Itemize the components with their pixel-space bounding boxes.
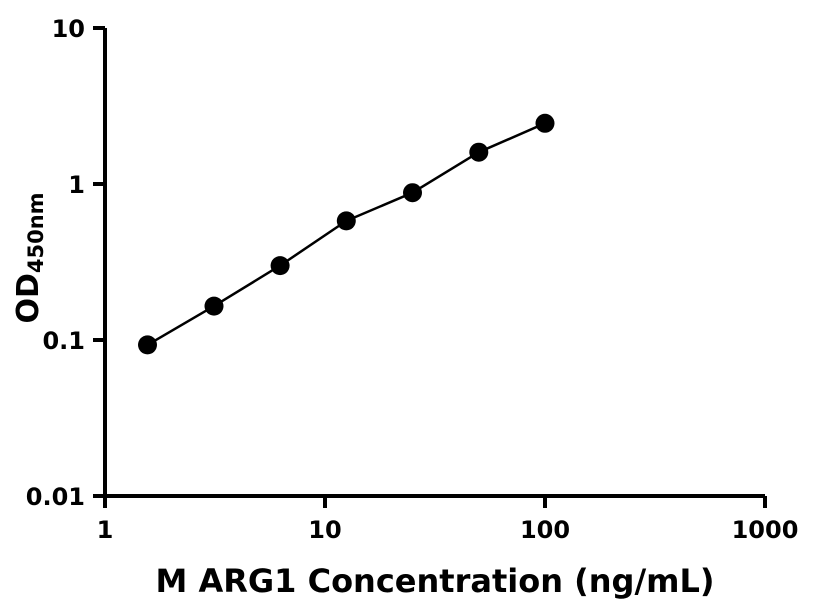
y-tick-label: 0.1 — [42, 327, 85, 355]
x-tick-label: 1 — [97, 516, 114, 544]
data-point — [403, 183, 422, 203]
data-point — [138, 335, 157, 355]
y-axis-label: OD450nm — [11, 192, 48, 323]
data-point — [469, 142, 489, 162]
data-point — [204, 296, 224, 316]
x-tick-label: 10 — [308, 516, 341, 544]
y-tick-label: 0.01 — [26, 483, 85, 511]
data-point — [535, 113, 555, 133]
y-axis-label-main: OD — [11, 273, 46, 323]
y-axis-label-subscript: 450nm — [24, 192, 48, 273]
data-point — [336, 211, 356, 231]
x-tick-label: 1000 — [732, 516, 799, 544]
x-tick-label: 100 — [520, 516, 570, 544]
data-point — [270, 256, 290, 276]
y-tick-label: 10 — [52, 15, 85, 43]
y-tick-label: 1 — [68, 171, 85, 199]
x-axis-label: M ARG1 Concentration (ng/mL) — [156, 562, 715, 600]
